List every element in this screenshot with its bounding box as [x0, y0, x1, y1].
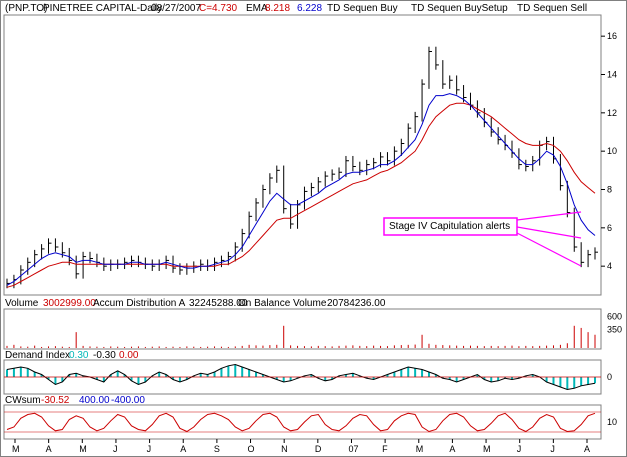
- demand-legend-zero: 0.00: [119, 350, 139, 361]
- volume-y-tick-label: 600: [607, 311, 622, 321]
- cwsum-legend-value: -30.52: [41, 395, 70, 406]
- demand-legend-value: 0.30: [69, 350, 89, 361]
- volume-legend-value: 3002999.00: [43, 298, 96, 309]
- x-tick-label: F: [382, 444, 388, 454]
- security-name: PINETREE CAPITAL-Daily: [43, 3, 163, 14]
- x-tick-label: A: [46, 444, 52, 454]
- x-tick-label: O: [248, 444, 255, 454]
- x-tick-label: 07: [348, 444, 358, 454]
- ema-slow-line: [6, 102, 596, 288]
- td-sell-label: TD Sequen Sell: [517, 3, 588, 14]
- ema-label: EMA: [246, 3, 268, 14]
- ema-fast-line: [6, 93, 596, 286]
- close-label: C=4.730: [199, 3, 238, 14]
- x-tick-label: M: [12, 444, 20, 454]
- annotation-arrow-1: [516, 211, 582, 221]
- ema-value-1: 8.218: [265, 3, 291, 14]
- x-tick-label: J: [113, 444, 118, 454]
- x-tick-label: D: [315, 444, 322, 454]
- volume-y-tick-label: 350: [607, 325, 622, 335]
- capitulation-annotation: [383, 211, 582, 267]
- annotation-arrow-3: [516, 232, 582, 267]
- volume-panel: [3, 308, 602, 350]
- cwsum-legend-low: -400.00: [111, 395, 145, 406]
- x-tick-label: J: [517, 444, 522, 454]
- cwsum-legend-name: CWsum: [5, 395, 41, 406]
- price-y-tick-label: 4: [607, 261, 612, 271]
- obv-legend-name: On Balance Volume: [238, 298, 327, 309]
- x-tick-label: N: [281, 444, 288, 454]
- x-tick-label: J: [550, 444, 555, 454]
- date-label: 08/27/2007: [151, 3, 202, 14]
- price-y-tick-label: 12: [607, 108, 617, 118]
- cwsum-panel: [3, 404, 602, 440]
- annotation-box: [383, 217, 518, 236]
- price-y-tick-label: 6: [607, 223, 612, 233]
- symbol-label: (PNP.TO): [5, 3, 48, 14]
- demand-legend-low: -0.30: [93, 350, 116, 361]
- price-y-tick-label: 14: [607, 70, 617, 80]
- ema-value-2: 6.228: [297, 3, 323, 14]
- x-tick-label: M: [416, 444, 424, 454]
- accum-dist-legend-value: 32245288.00: [189, 298, 248, 309]
- x-tick-label: A: [180, 444, 186, 454]
- x-tick-label: M: [79, 444, 87, 454]
- demand-y-tick-label: 0: [607, 372, 612, 382]
- x-tick-label: A: [584, 444, 590, 454]
- td-buysetup-label: TD Sequen BuySetup: [411, 3, 508, 14]
- cwsum-legend-high: 400.00: [79, 395, 110, 406]
- cwsum-y-tick-label: 10: [607, 417, 617, 427]
- x-tick-label: A: [449, 444, 455, 454]
- price-y-tick-label: 8: [607, 185, 612, 195]
- price-panel: [3, 14, 602, 296]
- x-tick-label: J: [147, 444, 152, 454]
- td-buy-label: TD Sequen Buy: [327, 3, 398, 14]
- volume-legend-name: Volume: [5, 298, 39, 309]
- x-tick-label: M: [483, 444, 491, 454]
- obv-legend-value: 20784236.00: [327, 298, 386, 309]
- demand-legend-name: Demand Index: [5, 350, 71, 361]
- accum-dist-legend-name: Accum Distribution A: [93, 298, 186, 309]
- price-y-tick-label: 10: [607, 146, 617, 156]
- cwsum-line: [6, 412, 596, 433]
- x-tick-label: S: [214, 444, 220, 454]
- annotation-arrow-2: [516, 226, 582, 239]
- price-y-tick-label: 16: [607, 31, 617, 41]
- annotation-text: Stage IV Capitulation alerts: [389, 221, 511, 232]
